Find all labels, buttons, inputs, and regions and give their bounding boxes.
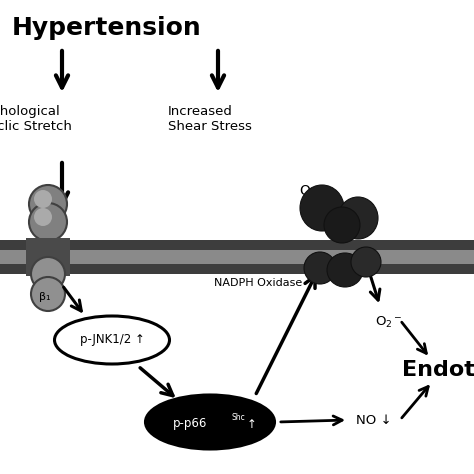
Ellipse shape [29,203,67,241]
Ellipse shape [34,208,52,226]
Ellipse shape [29,185,67,223]
Text: Hypertension: Hypertension [12,16,202,40]
Text: p-p66: p-p66 [173,418,207,430]
Ellipse shape [34,190,52,208]
Text: Increased
Shear Stress: Increased Shear Stress [168,105,252,133]
Ellipse shape [304,252,336,284]
Ellipse shape [145,394,275,449]
Text: O$_2$: O$_2$ [299,184,317,200]
Text: β₁: β₁ [39,292,51,302]
Text: NADPH Oxidase: NADPH Oxidase [214,278,302,288]
Text: NO ↓: NO ↓ [356,413,392,427]
Ellipse shape [31,257,65,291]
Text: p-JNK1/2 ↑: p-JNK1/2 ↑ [80,334,145,346]
Text: Shc: Shc [232,412,246,421]
Ellipse shape [327,253,363,287]
Bar [0,250,474,264]
Text: ↑: ↑ [247,418,257,430]
Text: Endotheli: Endotheli [402,360,474,380]
Text: O$_2$$^-$: O$_2$$^-$ [375,315,402,330]
Bar [26,238,70,276]
Ellipse shape [300,185,344,231]
Ellipse shape [324,207,360,243]
Ellipse shape [31,277,65,311]
Text: Pathological
Cyclic Stretch: Pathological Cyclic Stretch [0,105,72,133]
Bar [0,264,474,274]
Ellipse shape [338,197,378,239]
Ellipse shape [55,316,170,364]
Ellipse shape [351,247,381,277]
Bar [0,240,474,250]
